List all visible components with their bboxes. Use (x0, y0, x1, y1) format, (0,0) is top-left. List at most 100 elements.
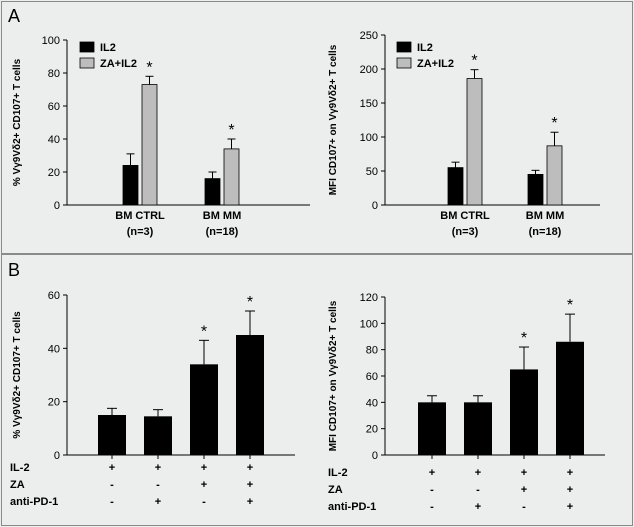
condition-mark: - (156, 479, 160, 491)
category-n-label: (n=3) (127, 226, 154, 238)
condition-mark: + (201, 479, 207, 491)
bar (527, 173, 544, 206)
panel-b-frame (1, 254, 633, 526)
y-tick-label: 40 (48, 343, 60, 355)
bar (556, 341, 584, 455)
y-tick-label: 40 (48, 134, 60, 146)
bar (190, 364, 218, 455)
condition-mark: + (201, 462, 207, 474)
y-tick-label: 250 (360, 30, 378, 42)
condition-mark: - (110, 496, 114, 508)
panel-a-frame (1, 1, 633, 254)
condition-mark: + (247, 496, 253, 508)
chart-a-left: 0 20 40 60 80 100 % Vγ9Vδ2+ CD107+ T cells * BM … (12, 35, 310, 238)
y-tick-label: 20 (366, 424, 378, 436)
y-tick-label: 20 (48, 167, 60, 179)
y-tick-label: 100 (42, 35, 60, 47)
chart-b-left: 0 20 40 60 % Vγ9Vδ2+ CD107+ T cells * * IL-2 + + +… (10, 290, 295, 508)
condition-mark: - (110, 479, 114, 491)
condition-mark: + (109, 462, 115, 474)
condition-mark: + (521, 467, 527, 479)
bar (510, 369, 538, 455)
condition-mark: - (430, 484, 434, 496)
bar (204, 178, 221, 206)
y-axis-title: MFI CD107+ on Vγ9Vδ2+ T cells (328, 300, 339, 451)
legend-swatch (396, 57, 412, 69)
significance-star: * (146, 59, 152, 76)
bar (223, 148, 240, 206)
legend-label: IL2 (100, 42, 116, 54)
y-tick-label: 20 (48, 397, 60, 409)
category-n-label: (n=18) (206, 226, 239, 238)
condition-mark: + (247, 479, 253, 491)
condition-mark: + (247, 462, 253, 474)
y-tick-label: 60 (48, 290, 60, 302)
chart-b-right: 0 20 40 60 80 100 120 MFI CD107+ on Vγ9Vδ2+ T c… (328, 292, 605, 513)
condition-mark: + (475, 467, 481, 479)
chart-a-right: 0 50 100 150 200 250 MFI CD107+ on Vγ9Vδ2+ T c… (328, 30, 600, 238)
panel-b-label: B (8, 260, 20, 280)
bar (464, 402, 492, 455)
condition-label: IL-2 (328, 467, 348, 479)
category-label: BM MM (203, 210, 242, 222)
significance-star: * (567, 297, 573, 314)
bar (546, 145, 563, 206)
y-tick-label: 120 (360, 292, 378, 304)
y-tick-label: 150 (360, 98, 378, 110)
condition-mark: + (429, 467, 435, 479)
y-tick-label: 80 (48, 68, 60, 80)
condition-label: IL-2 (10, 462, 30, 474)
y-tick-label: 0 (372, 200, 378, 212)
significance-star: * (228, 122, 234, 139)
condition-label: anti-PD-1 (10, 496, 58, 508)
bar (144, 416, 172, 455)
legend-label: IL2 (417, 42, 433, 54)
condition-mark: - (476, 484, 480, 496)
condition-mark: + (475, 501, 481, 513)
y-tick-label: 200 (360, 64, 378, 76)
bar (122, 164, 139, 206)
y-tick-label: 0 (372, 450, 378, 462)
condition-mark: + (567, 467, 573, 479)
y-tick-label: 60 (48, 101, 60, 113)
significance-star: * (247, 294, 253, 311)
significance-star: * (521, 330, 527, 347)
condition-label: ZA (10, 479, 25, 491)
y-tick-label: 100 (360, 318, 378, 330)
legend-swatch (79, 41, 95, 53)
y-axis-title: % Vγ9Vδ2+ CD107+ T cells (12, 311, 23, 439)
condition-mark: + (567, 484, 573, 496)
y-tick-label: 60 (366, 371, 378, 383)
significance-star: * (551, 115, 557, 132)
y-tick-label: 0 (54, 450, 60, 462)
y-axis-title: % Vγ9Vδ2+ CD107+ T cells (12, 58, 23, 186)
y-axis-title: MFI CD107+ on Vγ9Vδ2+ T cells (328, 44, 339, 195)
bar (236, 335, 264, 455)
category-n-label: (n=3) (452, 226, 479, 238)
y-tick-label: 100 (360, 132, 378, 144)
condition-mark: - (202, 496, 206, 508)
condition-mark: - (430, 501, 434, 513)
bar (466, 78, 483, 206)
y-tick-label: 80 (366, 345, 378, 357)
condition-mark: + (521, 484, 527, 496)
category-label: BM CTRL (115, 210, 165, 222)
bar (447, 167, 464, 206)
category-label: BM MM (526, 210, 565, 222)
legend-label: ZA+IL2 (417, 58, 454, 70)
condition-mark: + (155, 496, 161, 508)
category-label: BM CTRL (440, 210, 490, 222)
y-tick-label: 40 (366, 397, 378, 409)
bar (141, 84, 158, 206)
legend-label: ZA+IL2 (100, 58, 137, 70)
legend-swatch (79, 57, 95, 69)
bar (98, 415, 126, 455)
significance-star: * (471, 53, 477, 70)
y-tick-label: 0 (54, 200, 60, 212)
condition-mark: + (155, 462, 161, 474)
category-n-label: (n=18) (529, 226, 562, 238)
bar (418, 402, 446, 455)
condition-label: anti-PD-1 (328, 501, 376, 513)
condition-label: ZA (328, 484, 343, 496)
